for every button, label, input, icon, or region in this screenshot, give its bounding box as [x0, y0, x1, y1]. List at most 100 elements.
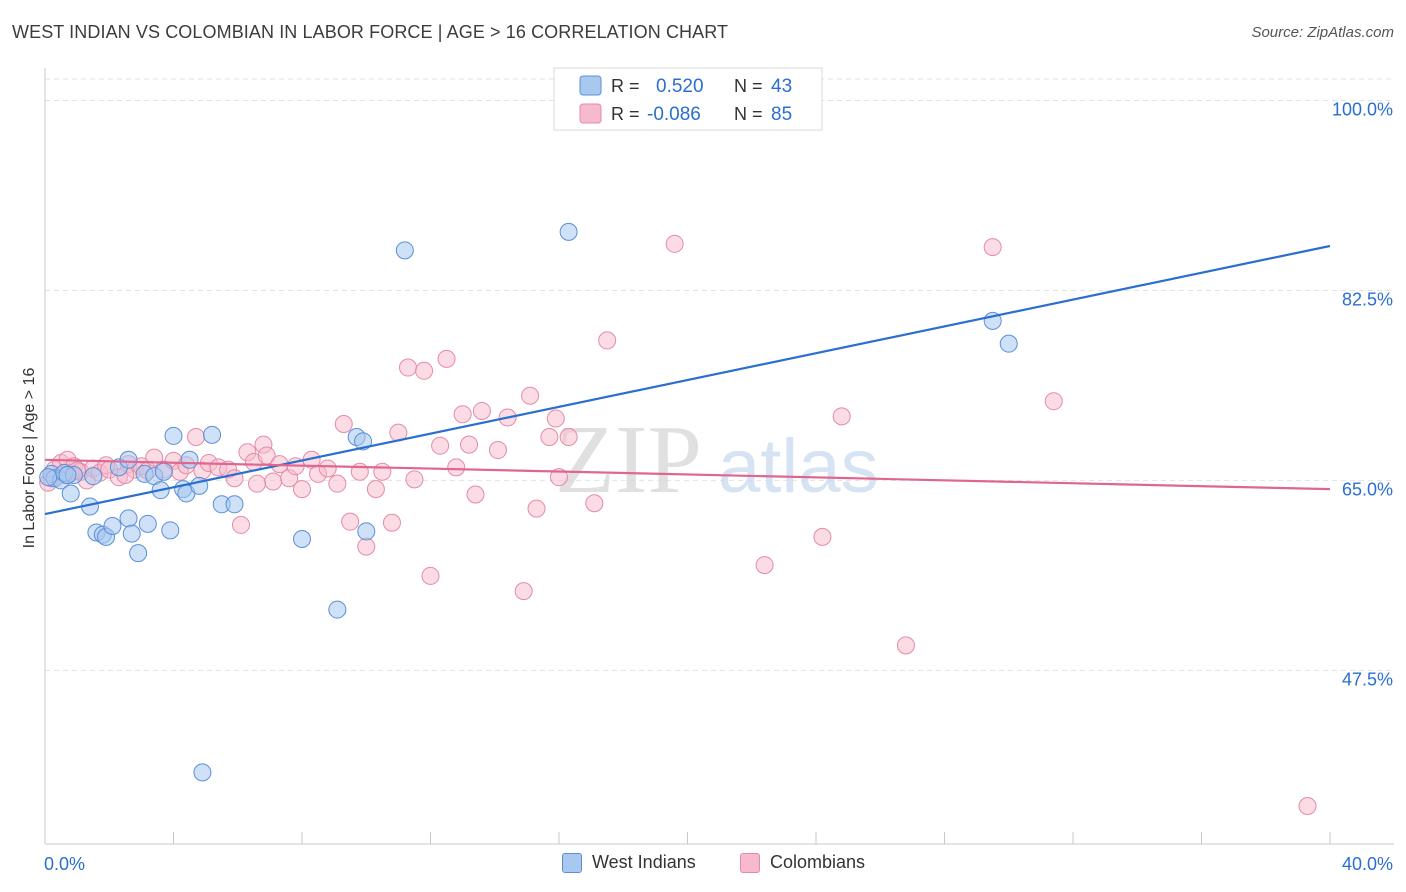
west-indian-point: [103, 517, 122, 536]
grid-lines: [45, 78, 1394, 671]
legend-n-value-blue: 43: [771, 76, 792, 97]
legend-swatch-colombians-bottom: [740, 852, 760, 873]
y-tick-label: 65.0%: [1342, 479, 1393, 499]
west-indian-point: [193, 763, 212, 782]
west-indian-point: [559, 222, 578, 241]
colombian-point: [665, 234, 684, 253]
west-indian-point: [154, 462, 173, 481]
legend-bottom: West Indians Colombians: [0, 852, 1406, 878]
legend-r-label-pink: R =: [611, 104, 640, 124]
legend-n-label-blue: N =: [734, 76, 763, 96]
colombian-point: [293, 480, 311, 499]
colombian-point: [514, 582, 533, 601]
legend-r-value-blue: 0.520: [656, 76, 704, 97]
watermark-zip: ZIP: [555, 406, 702, 514]
west-indian-point: [119, 450, 138, 469]
trend-lines: [44, 244, 1331, 516]
y-tick-label: 82.5%: [1342, 289, 1393, 309]
legend-n-label-pink: N =: [734, 104, 763, 124]
colombian-point: [318, 459, 337, 478]
colombians-trend-line: [44, 458, 1331, 491]
west-indians-trend-line: [44, 244, 1331, 516]
colombian-point: [527, 499, 546, 518]
colombian-point: [540, 428, 559, 447]
watermark-atlas: atlas: [718, 424, 879, 509]
legend-swatch-west-indians: [579, 75, 602, 96]
legend-item-west-indians: West Indians: [562, 852, 696, 873]
colombian-point: [598, 331, 617, 350]
legend-top: R = 0.520 N = 43 R = -0.086 N = 85: [553, 67, 823, 131]
colombian-point: [186, 428, 205, 447]
colombian-point: [983, 238, 1002, 257]
west-indians-points: [39, 222, 1018, 782]
colombian-point: [264, 472, 283, 491]
west-indian-point: [129, 544, 148, 563]
colombian-point: [550, 468, 568, 487]
colombian-point: [357, 537, 376, 556]
colombian-point: [813, 527, 832, 546]
west-indian-point: [61, 484, 80, 503]
x-tick-label: 0.0%: [44, 854, 85, 874]
colombian-point: [421, 566, 440, 585]
west-indian-point: [138, 514, 157, 533]
colombian-point: [460, 435, 479, 454]
west-indian-point: [180, 450, 199, 469]
y-tick-label: 100.0%: [1332, 100, 1393, 120]
y-tick-label: 47.5%: [1342, 669, 1393, 689]
legend-label-colombians: Colombians: [770, 852, 866, 872]
colombian-point: [231, 515, 250, 534]
colombian-point: [431, 436, 450, 455]
legend-item-colombians: Colombians: [740, 852, 865, 873]
chart-title: WEST INDIAN VS COLOMBIAN IN LABOR FORCE …: [12, 22, 729, 42]
colombian-point: [366, 480, 385, 499]
colombian-point: [405, 470, 424, 489]
legend-r-value-pink: -0.086: [647, 104, 701, 125]
west-indian-point: [293, 530, 311, 549]
colombian-point: [472, 401, 491, 420]
colombian-point: [437, 349, 456, 368]
legend-n-value-pink: 85: [771, 104, 792, 125]
colombians-points: [39, 234, 1317, 816]
colombian-point: [1298, 797, 1317, 816]
west-indian-point: [395, 241, 414, 260]
colombian-point: [896, 636, 915, 655]
west-indian-point: [357, 522, 376, 541]
colombian-point: [447, 458, 466, 477]
colombian-point: [453, 405, 472, 424]
colombian-point: [373, 462, 392, 481]
colombian-point: [334, 414, 353, 433]
colombian-point: [1044, 392, 1063, 411]
colombian-point: [341, 512, 360, 531]
colombian-point: [415, 361, 434, 380]
colombian-point: [559, 428, 578, 447]
west-indian-point: [999, 334, 1018, 353]
tick-labels: 100.0% 82.5% 65.0% 47.5% 0.0% 40.0%: [44, 100, 1393, 874]
colombian-point: [248, 474, 267, 493]
colombian-point: [328, 474, 347, 493]
colombian-point: [521, 386, 540, 405]
legend-swatch-west-indians-bottom: [562, 852, 582, 873]
colombian-point: [399, 358, 418, 377]
west-indian-point: [119, 509, 138, 528]
axes: [44, 68, 1394, 845]
colombian-point: [382, 513, 401, 532]
west-indian-point: [58, 465, 77, 484]
west-indian-point: [354, 432, 373, 451]
y-axis-label: In Labor Force | Age > 16: [21, 368, 38, 549]
west-indian-point: [203, 425, 222, 444]
legend-r-label-blue: R =: [611, 76, 640, 96]
colombian-point: [585, 494, 604, 513]
legend-label-west-indians: West Indians: [592, 852, 696, 872]
colombian-point: [546, 409, 565, 428]
colombian-point: [832, 407, 851, 426]
colombian-point: [466, 485, 485, 504]
west-indian-point: [161, 521, 180, 540]
legend-swatch-colombians: [579, 103, 602, 124]
west-indian-point: [39, 468, 58, 487]
x-tick-label: 40.0%: [1342, 854, 1393, 874]
west-indian-point: [84, 467, 103, 486]
colombian-point: [488, 441, 507, 460]
west-indian-point: [122, 524, 141, 543]
source-label: Source: ZipAtlas.com: [1251, 24, 1394, 41]
